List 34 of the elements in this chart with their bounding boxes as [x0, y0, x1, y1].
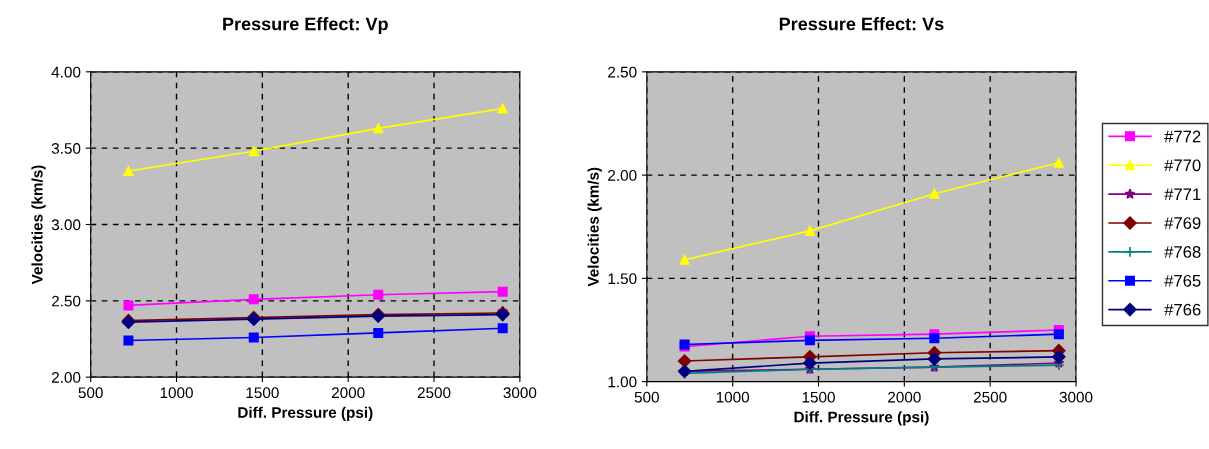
legend-label: #765	[1164, 274, 1201, 287]
y-axis-title: Velocities (km/s)	[587, 167, 602, 287]
y-tick-label: 3.50	[51, 143, 81, 154]
y-axis-title: Velocities (km/s)	[31, 165, 46, 285]
legend-label: #771	[1164, 188, 1201, 200]
y-tick-label: 2.50	[608, 66, 637, 78]
x-tick-label: 2500	[973, 391, 1007, 403]
x-tick-label: 3000	[503, 387, 537, 399]
x-tick-label: 3000	[1059, 391, 1093, 403]
x-tick-label: 500	[78, 387, 103, 399]
y-tick-label: 3.00	[51, 219, 81, 231]
y-tick-label: 1.00	[608, 376, 637, 388]
x-tick-label: 2500	[417, 387, 451, 399]
legend-label: #768	[1164, 246, 1201, 258]
x-axis-title: Diff. Pressure (psi)	[238, 406, 373, 421]
x-tick-label: 1000	[160, 387, 193, 399]
y-tick-label: 2.00	[51, 372, 81, 383]
legend-label: #770	[1164, 159, 1201, 172]
legend-label: #769	[1164, 217, 1201, 229]
x-tick-label: 500	[634, 391, 659, 403]
y-tick-label: 2.50	[51, 295, 81, 307]
x-tick-label: 1500	[246, 387, 279, 399]
x-tick-label: 2000	[331, 387, 365, 399]
chart-title: Pressure Effect: Vp	[223, 17, 388, 34]
legend-label: #772	[1164, 130, 1201, 143]
y-tick-label: 4.00	[51, 66, 81, 78]
x-tick-label: 1000	[716, 391, 750, 403]
x-tick-label: 1500	[802, 391, 835, 403]
chart-title: Pressure Effect: Vs	[779, 17, 944, 31]
y-tick-label: 1.50	[608, 273, 637, 285]
y-tick-label: 2.00	[608, 169, 637, 181]
x-tick-label: 2000	[888, 391, 921, 403]
x-axis-title: Diff. Pressure (psi)	[794, 411, 929, 426]
legend-label: #766	[1164, 303, 1201, 316]
